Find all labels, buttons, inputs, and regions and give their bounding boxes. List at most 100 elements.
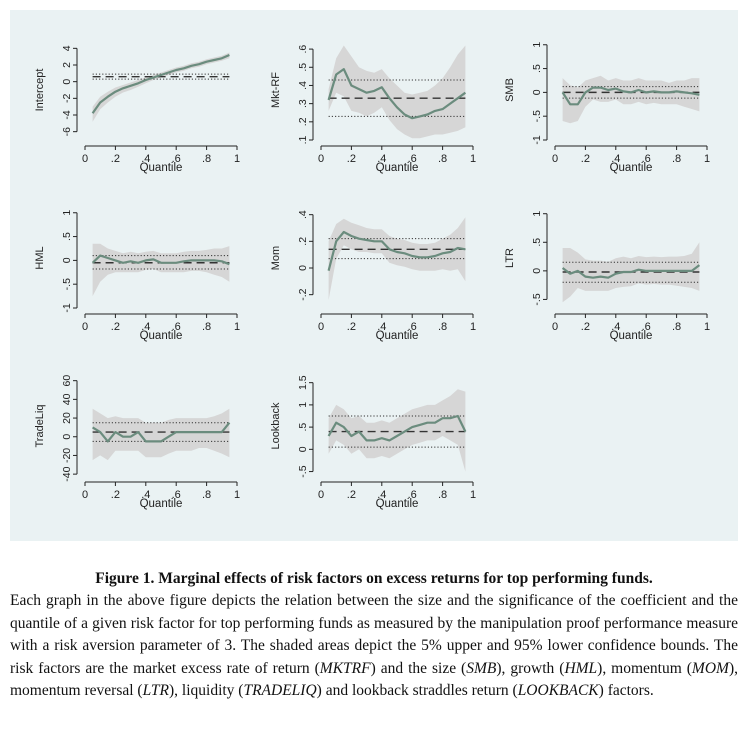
x-tick-label: .8 — [202, 153, 211, 165]
panel-lookback: -.5 0 .5 1 1.5 Lookback 0 .2 .4 .6 .8 1 Quantile — [270, 375, 476, 510]
quantile-estimate-line — [327, 230, 466, 271]
x-axis-title: Quantile — [376, 498, 419, 510]
x-axis-title: Quantile — [376, 162, 419, 174]
y-tick-label: 20 — [61, 412, 73, 424]
y-tick-label: .5 — [297, 63, 309, 72]
panel-mom: -.2 0 .2 .4 Mom 0 .2 .4 .6 .8 1 Quantile — [270, 210, 476, 342]
x-tick-label: 0 — [552, 153, 558, 165]
x-tick-label: .6 — [172, 321, 181, 333]
y-tick-label: 4 — [61, 45, 73, 51]
x-axis-title: Quantile — [376, 330, 419, 342]
x-tick-label: .6 — [408, 489, 417, 501]
x-tick-label: .8 — [202, 489, 211, 501]
caption-seg-5: ), momentum reversal ( — [10, 659, 738, 700]
caption-term-hml: HML — [564, 659, 598, 677]
y-axis-label: TradeLiq — [34, 404, 46, 447]
y-tick-label: 1 — [61, 210, 73, 216]
x-tick-label: .2 — [347, 489, 356, 501]
x-axis-title: Quantile — [140, 330, 183, 342]
x-tick-label: .6 — [408, 153, 417, 165]
x-tick-label: .4 — [141, 489, 150, 501]
confidence-band — [328, 45, 466, 139]
y-axis-label: SMB — [504, 78, 516, 102]
y-tick-label: .1 — [297, 135, 309, 144]
y-tick-label: 0 — [297, 446, 309, 452]
panel-ltr: -.5 0 .5 1 LTR 0 .2 .4 .6 .8 1 Quantile — [504, 211, 710, 342]
y-tick-label: 1 — [531, 211, 543, 217]
x-tick-label: 1 — [704, 153, 710, 165]
caption-seg-4: ), momentum ( — [597, 659, 692, 677]
x-tick-label: .8 — [672, 153, 681, 165]
x-tick-label: .6 — [642, 321, 651, 333]
x-axis-title: Quantile — [610, 162, 653, 174]
caption-title: Figure 1. Marginal effects of risk facto… — [95, 570, 653, 587]
y-tick-label: .4 — [297, 210, 309, 219]
caption-seg-3: ), growth ( — [496, 659, 565, 677]
x-tick-label: .2 — [581, 153, 590, 165]
y-tick-label: -.5 — [61, 278, 73, 290]
caption-term-tradeliq: TRADELIQ — [243, 682, 317, 699]
y-axis-label: HML — [34, 246, 46, 269]
quantile-estimate-line — [91, 53, 230, 114]
y-axis-label: Mom — [270, 246, 282, 270]
y-tick-label: -2 — [61, 94, 73, 103]
x-tick-label: 0 — [82, 489, 88, 501]
quantile-estimate-line — [327, 414, 467, 442]
x-tick-label: 1 — [470, 489, 476, 501]
x-tick-label: 1 — [470, 321, 476, 333]
y-axis-label: Intercept — [34, 69, 46, 112]
y-tick-label: 0 — [531, 89, 543, 95]
x-tick-label: .4 — [377, 489, 386, 501]
x-tick-label: .8 — [438, 321, 447, 333]
x-tick-label: .6 — [172, 153, 181, 165]
y-tick-label: .6 — [297, 45, 309, 54]
x-tick-label: 1 — [234, 153, 240, 165]
x-tick-label: 0 — [318, 153, 324, 165]
caption-seg-6: ), liquidity ( — [168, 682, 244, 699]
panel-intercept: -6 -4 -2 0 2 4 Intercept 0 .2 .4 .6 .8 1 Quantile — [34, 45, 240, 174]
panel-smb: -1 -.5 0 .5 1 SMB 0 .2 .4 .6 .8 1 Quantile — [504, 42, 710, 174]
quantile-estimate-line — [561, 264, 701, 279]
y-tick-label: 40 — [61, 393, 73, 405]
x-tick-label: .2 — [347, 321, 356, 333]
y-axis-label: Mkt-RF — [270, 72, 282, 108]
caption-term-mktrf: MKTRF — [319, 659, 371, 677]
y-axis-label: Lookback — [270, 402, 282, 450]
y-tick-label: 1 — [297, 402, 309, 408]
y-tick-label: .5 — [531, 238, 543, 247]
y-axis-label: LTR — [504, 248, 516, 268]
panel-mkt-rf: .1 .2 .3 .4 .5 .6 Mkt-RF 0 .2 .4 .6 .8 1 Quantile — [270, 45, 476, 174]
caption-seg-8: ) factors. — [598, 682, 654, 699]
confidence-band — [92, 408, 230, 461]
x-tick-label: .2 — [111, 489, 120, 501]
figure-area: -6 -4 -2 0 2 4 Intercept 0.2.4.6.8 1 Quantile .1.2… — [10, 10, 738, 541]
x-tick-label: .8 — [202, 321, 211, 333]
caption-seg-7: ) and lookback straddles return ( — [316, 682, 518, 699]
x-tick-label: 1 — [234, 321, 240, 333]
x-tick-label: .6 — [642, 153, 651, 165]
y-tick-label: -1 — [531, 135, 543, 144]
y-tick-label: .5 — [61, 232, 73, 241]
x-tick-label: 0 — [318, 321, 324, 333]
x-tick-label: 0 — [318, 489, 324, 501]
caption-term-mom: MOM — [691, 659, 729, 677]
y-tick-label: -40 — [61, 466, 73, 481]
y-tick-label: 1.5 — [297, 375, 309, 390]
y-tick-label: .5 — [297, 423, 309, 432]
y-tick-label: -.5 — [297, 465, 309, 477]
x-tick-label: .4 — [611, 153, 620, 165]
y-tick-label: 0 — [61, 434, 73, 440]
x-axis-title: Quantile — [140, 498, 183, 510]
x-tick-label: 1 — [470, 153, 476, 165]
quantile-estimate-line — [91, 254, 230, 266]
y-tick-label: 0 — [297, 265, 309, 271]
y-tick-label: .2 — [297, 237, 309, 246]
x-tick-label: .4 — [377, 153, 386, 165]
y-tick-label: 1 — [531, 42, 543, 48]
panel-tradeliq: -40 -20 0 20 40 60 TradeLiq 0 .2 .4 .6 .8 1 Quantile — [34, 375, 240, 510]
caption-seg-1: Each graph in the above figure depicts t… — [10, 592, 738, 677]
x-tick-label: .4 — [377, 321, 386, 333]
y-tick-label: -.5 — [531, 293, 543, 305]
x-axis-title: Quantile — [610, 330, 653, 342]
